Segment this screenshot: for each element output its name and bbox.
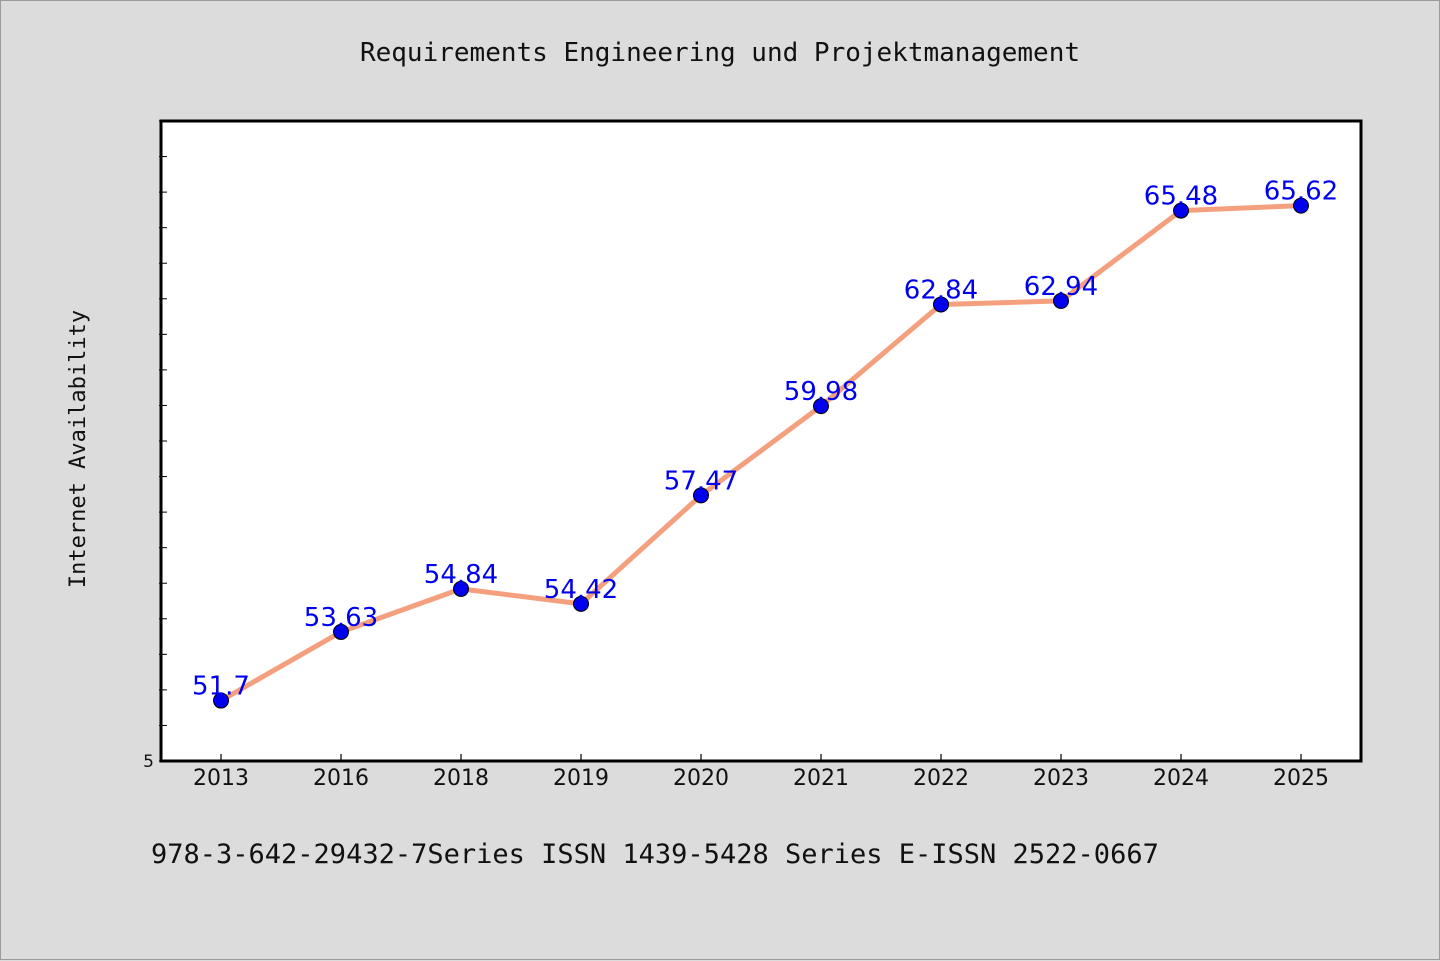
x-tick-label: 2013 <box>193 766 249 791</box>
data-point <box>333 623 349 640</box>
series-line <box>218 203 1304 704</box>
data-label: 57.47 <box>664 466 738 496</box>
x-tick-labels-layer: 2013 2016 2018 2019 2020 2021 2022 2023 2024 2025 <box>193 766 1329 791</box>
data-label: 65.48 <box>1144 182 1218 212</box>
x-tick-label: 2024 <box>1153 766 1209 791</box>
data-point <box>813 398 829 415</box>
data-point <box>693 487 709 504</box>
data-label: 59.98 <box>784 377 858 407</box>
x-tick-label: 2025 <box>1273 766 1329 791</box>
data-labels-layer: 51.7 53.63 54.84 54.42 57.47 59.98 62.84 62.94 6… <box>192 177 1338 702</box>
data-point <box>573 595 589 612</box>
data-point <box>1173 202 1189 219</box>
x-tick-label: 2020 <box>673 766 729 791</box>
y-tick-label: 5 <box>143 752 154 772</box>
x-tick-label: 2019 <box>553 766 609 791</box>
data-point <box>1053 292 1069 309</box>
series-layer <box>213 197 1309 709</box>
data-label: 62.84 <box>904 275 978 305</box>
x-tick-label: 2018 <box>433 766 489 791</box>
data-point <box>453 580 469 597</box>
data-label: 54.84 <box>424 560 498 590</box>
x-tick-label: 2022 <box>913 766 969 791</box>
data-label: 53.63 <box>304 603 378 633</box>
y-axis-ticks <box>159 120 167 762</box>
chart-title: Requirements Engineering und Projektmana… <box>360 38 1080 68</box>
footer-isbn-text: 978-3-642-29432-7Series ISSN 1439-5428 S… <box>151 839 1159 870</box>
x-tick-label: 2016 <box>313 766 369 791</box>
data-point <box>933 296 949 313</box>
data-label: 54.42 <box>544 575 618 605</box>
data-label: 65.62 <box>1264 177 1338 207</box>
data-point <box>213 692 229 709</box>
x-tick-label: 2021 <box>793 766 849 791</box>
data-label: 62.94 <box>1024 272 1098 302</box>
data-label: 51.7 <box>192 672 250 702</box>
x-tick-label: 2023 <box>1033 766 1089 791</box>
data-point <box>1293 197 1309 214</box>
y-axis-label: Internet Availability <box>66 310 91 588</box>
x-axis-ticks <box>220 754 1302 761</box>
